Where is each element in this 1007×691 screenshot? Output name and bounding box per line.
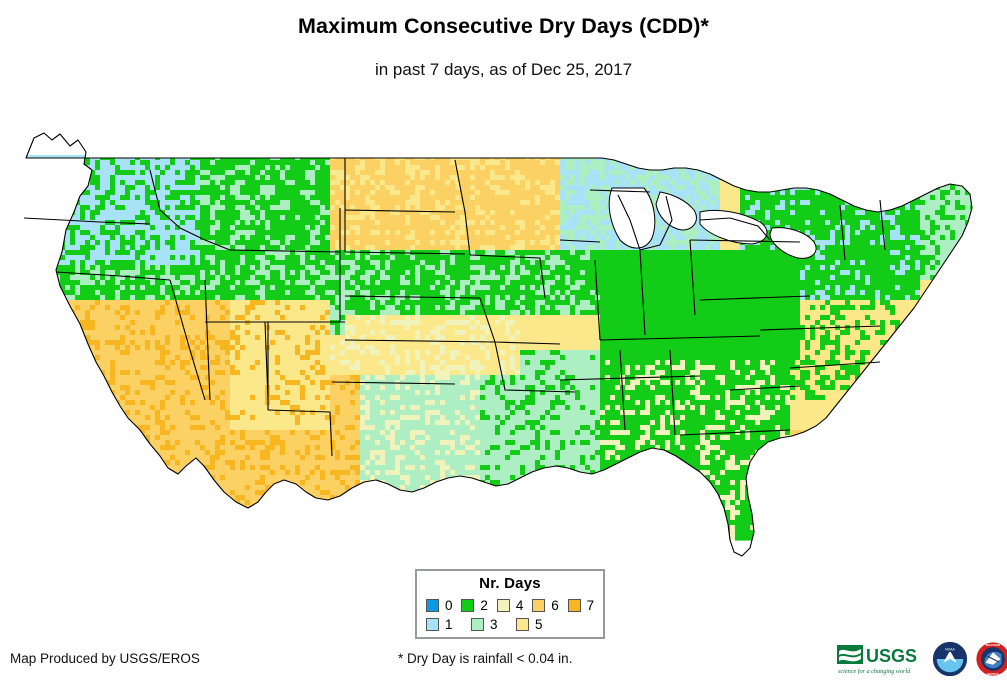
legend-swatch-0 — [426, 599, 439, 612]
usgs-logo: USGS science for a changing world — [837, 645, 917, 675]
legend-item-1[interactable]: 1 — [426, 618, 471, 631]
legend-swatch-4 — [496, 599, 510, 612]
map-credit: Map Produced by USGS/EROS — [10, 651, 200, 666]
legend-row-bottom: 1 3 5 — [426, 615, 603, 634]
legend-label-3: 3 — [490, 617, 498, 632]
legend-swatch-2 — [461, 599, 475, 612]
map-container — [0, 100, 1007, 560]
state-boundaries — [23, 132, 973, 557]
legend-label-5: 5 — [535, 617, 543, 632]
legend-label-7: 7 — [586, 598, 595, 613]
national-weather-service-logo: WEATHER SERVICE — [976, 642, 1007, 676]
noaa-logo: NOAA — [932, 641, 968, 677]
legend-item-6[interactable]: 6 — [532, 599, 567, 612]
page-title: Maximum Consecutive Dry Days (CDD)* — [298, 14, 709, 38]
legend-swatch-5 — [516, 618, 529, 631]
legend-title: Nr. Days — [479, 575, 541, 592]
legend-item-4[interactable]: 4 — [496, 598, 532, 613]
legend-label-2: 2 — [480, 598, 488, 613]
legend-label-1: 1 — [445, 617, 453, 632]
legend-item-2[interactable]: 2 — [461, 599, 496, 612]
legend-item-0[interactable]: 0 — [426, 599, 461, 612]
legend-label-4: 4 — [515, 598, 524, 613]
legend-swatch-3 — [471, 618, 484, 631]
page-subtitle: in past 7 days, as of Dec 25, 2017 — [374, 60, 633, 79]
legend-label-6: 6 — [551, 598, 559, 613]
legend-row-top: 0 2 4 6 7 — [426, 596, 603, 615]
legend-swatch-6 — [532, 599, 546, 612]
legend-label-0: 0 — [445, 598, 453, 613]
legend-swatch-1 — [426, 618, 439, 631]
legend-swatch-7 — [567, 599, 581, 612]
legend: Nr. Days 0 2 4 6 7 — [415, 569, 605, 639]
cdd-raster-layer — [26, 155, 972, 541]
legend-item-7[interactable]: 7 — [567, 598, 603, 613]
agency-logos: USGS science for a changing world NOAA W… — [836, 639, 1007, 683]
dry-day-footnote: * Dry Day is rainfall < 0.04 in. — [398, 651, 573, 666]
legend-item-3[interactable]: 3 — [471, 618, 516, 631]
legend-item-5[interactable]: 5 — [516, 618, 561, 631]
cdd-choropleth-map — [23, 132, 973, 557]
